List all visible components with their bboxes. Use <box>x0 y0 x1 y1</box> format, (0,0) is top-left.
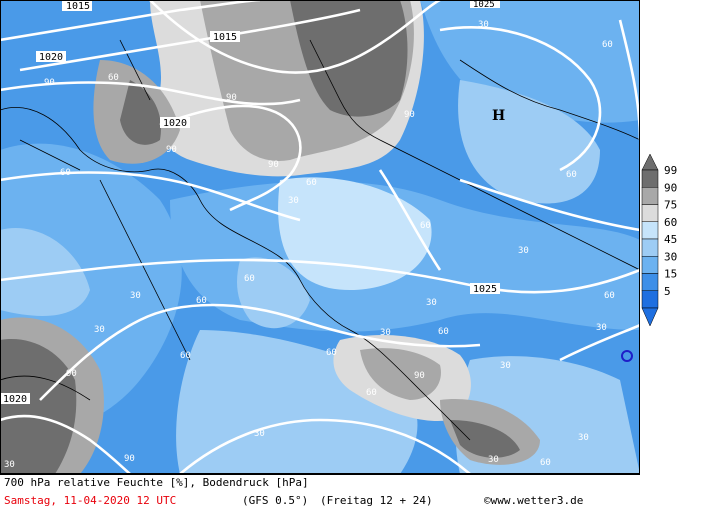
chart-title: 700 hPa relative Feuchte [%], Bodendruck… <box>4 476 309 489</box>
humidity-label: 30 <box>380 328 391 338</box>
legend-value: 5 <box>664 285 671 298</box>
humidity-label: 60 <box>366 388 377 398</box>
humidity-label: 30 <box>596 323 607 333</box>
legend-swatch <box>641 187 659 205</box>
legend-swatch <box>641 221 659 240</box>
humidity-label: 60 <box>566 170 577 180</box>
copyright-link[interactable]: ©www.wetter3.de <box>484 494 584 507</box>
humidity-label: 90 <box>66 369 77 379</box>
humidity-label: 90 <box>166 145 177 155</box>
forecast-info: (Freitag 12 + 24) <box>320 494 433 507</box>
weather-map: 1015 1015 1020 1020 1025 1020 1025 90 90… <box>0 0 640 474</box>
humidity-label: 90 <box>414 371 425 381</box>
pressure-label: 1015 <box>213 32 237 43</box>
humidity-label: 30 <box>500 361 511 371</box>
high-pressure-marker: H <box>492 108 505 124</box>
valid-date: Samstag, 11-04-2020 12 UTC <box>4 494 177 507</box>
pressure-labels: 1015 1015 1020 1020 1025 1020 1025 <box>0 0 500 405</box>
pressure-label: 1025 <box>473 284 497 295</box>
pressure-label: 1025 <box>473 0 495 10</box>
humidity-label: 60 <box>326 348 337 358</box>
legend-arrow-up <box>641 153 659 171</box>
humidity-label: 90 <box>404 110 415 120</box>
humidity-label: 30 <box>130 291 141 301</box>
humidity-label: 60 <box>180 351 191 361</box>
humidity-label: 90 <box>124 454 135 464</box>
humidity-label: 90 <box>44 78 55 88</box>
legend-value: 75 <box>664 199 677 212</box>
humidity-label: 30 <box>518 246 529 256</box>
humidity-label: 90 <box>226 93 237 103</box>
legend-value: 45 <box>664 233 677 246</box>
humidity-label: 60 <box>108 73 119 83</box>
humidity-label: 60 <box>602 40 613 50</box>
low-center-marker <box>621 350 633 362</box>
humidity-label: 60 <box>438 327 449 337</box>
model-info: (GFS 0.5°) <box>242 494 309 507</box>
humidity-label: 90 <box>268 160 279 170</box>
humidity-labels: 90 90 90 90 90 90 90 90 60 60 60 60 60 6… <box>4 20 615 470</box>
legend-swatch <box>641 256 659 274</box>
legend-swatch <box>641 204 659 222</box>
color-legend: 99 90 75 60 45 30 15 5 <box>641 153 677 327</box>
legend-swatch <box>641 238 659 257</box>
humidity-label: 30 <box>288 196 299 206</box>
pressure-label: 1020 <box>3 394 27 405</box>
humidity-label: 60 <box>540 458 551 468</box>
legend-swatch <box>641 273 659 291</box>
humidity-field <box>0 0 640 474</box>
legend-swatch <box>641 169 659 188</box>
legend-value: 99 <box>664 164 677 177</box>
footer: 700 hPa relative Feuchte [%], Bodendruck… <box>0 474 640 514</box>
pressure-label: 1020 <box>163 118 187 129</box>
legend-value: 60 <box>664 216 677 229</box>
humidity-label: 30 <box>578 433 589 443</box>
legend-value: 15 <box>664 268 677 281</box>
pressure-label: 1020 <box>39 52 63 63</box>
humidity-label: 30 <box>94 325 105 335</box>
humidity-label: 30 <box>426 298 437 308</box>
humidity-label: 60 <box>196 296 207 306</box>
humidity-label: 60 <box>604 291 615 301</box>
humidity-label: 30 <box>254 429 265 439</box>
legend-swatch <box>641 290 659 309</box>
humidity-label: 60 <box>60 168 71 178</box>
humidity-label: 30 <box>488 455 499 465</box>
isobars <box>0 0 640 474</box>
legend-value: 90 <box>664 181 677 194</box>
humidity-label: 60 <box>306 178 317 188</box>
humidity-label: 60 <box>420 221 431 231</box>
humidity-label: 30 <box>478 20 489 30</box>
coastlines <box>0 39 640 441</box>
humidity-label: 30 <box>4 460 15 470</box>
map-frame <box>0 0 640 474</box>
pressure-label: 1015 <box>66 1 90 12</box>
legend-value: 30 <box>664 250 677 263</box>
legend-arrow-down <box>641 307 659 327</box>
humidity-label: 60 <box>244 274 255 284</box>
